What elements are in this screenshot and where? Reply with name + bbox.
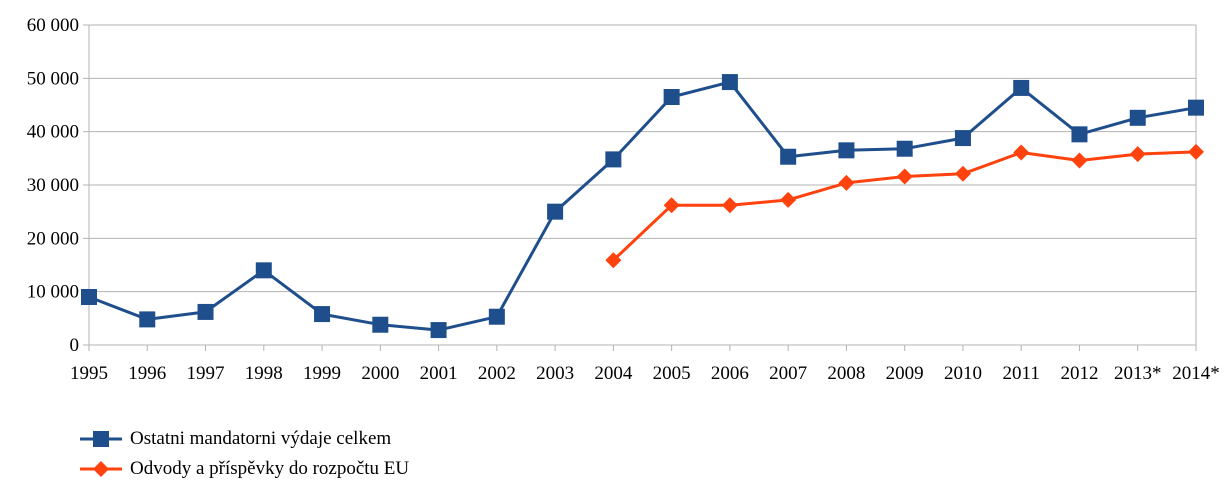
data-point [838, 175, 854, 191]
y-tick-label: 50 000 [27, 68, 79, 89]
data-point [198, 304, 214, 320]
x-tick-label: 2002 [478, 363, 516, 384]
axes [83, 25, 1196, 351]
data-point [780, 149, 796, 165]
data-point [1188, 100, 1204, 116]
data-point [1071, 126, 1087, 142]
series-line-2 [613, 152, 1196, 260]
y-tick-label: 0 [70, 335, 80, 356]
x-tick-label: 1999 [303, 363, 341, 384]
data-point [431, 322, 447, 338]
x-tick-label: 2005 [653, 363, 691, 384]
data-point [605, 151, 621, 167]
legend-item-series-2: Odvody a příspěvky do rozpočtu EU [78, 454, 409, 484]
x-tick-label: 2004 [594, 363, 633, 384]
x-tick-label: 2001 [420, 363, 458, 384]
x-tick-label: 2011 [1003, 363, 1040, 384]
x-axis-tick-labels: 1995 1996 1997 1998 1999 2000 2001 2002 2003 2004… [70, 363, 1220, 384]
data-point [489, 309, 505, 325]
y-axis-tick-labels: 0 10 000 20 000 30 000 40 000 50 000 60 000 [27, 15, 79, 356]
x-tick-label: 2013* [1114, 363, 1162, 384]
y-tick-label: 20 000 [27, 228, 79, 249]
line-chart: 0 10 000 20 000 30 000 40 000 50 000 60 000 19… [0, 0, 1227, 420]
data-point [1130, 146, 1146, 162]
data-point [81, 289, 97, 305]
data-point [547, 204, 563, 220]
y-tick-label: 10 000 [27, 282, 79, 303]
x-tick-label: 2009 [886, 363, 924, 384]
data-point [664, 89, 680, 105]
y-tick-label: 60 000 [27, 15, 79, 36]
data-point [256, 262, 272, 278]
x-tick-label: 2008 [827, 363, 865, 384]
x-tick-label: 1998 [245, 363, 283, 384]
data-point [314, 306, 330, 322]
x-tick-label: 1997 [187, 363, 225, 384]
x-tick-label: 2014* [1172, 363, 1220, 384]
legend-label-series-2: Odvody a příspěvky do rozpočtu EU [130, 458, 409, 480]
legend-item-series-1: Ostatni mandatorni výdaje celkem [78, 424, 409, 454]
y-tick-label: 40 000 [27, 122, 79, 143]
data-point [372, 317, 388, 333]
grid-lines [89, 25, 1196, 345]
legend-key-series-2 [78, 459, 124, 479]
x-tick-label: 2006 [711, 363, 749, 384]
data-point [1013, 80, 1029, 96]
data-point [722, 74, 738, 90]
data-point [1071, 152, 1087, 168]
data-point [139, 311, 155, 327]
legend-label-series-1: Ostatni mandatorni výdaje celkem [130, 428, 391, 450]
x-tick-label: 2010 [944, 363, 982, 384]
x-tick-label: 2012 [1060, 363, 1098, 384]
x-tick-label: 1995 [70, 363, 108, 384]
data-point [780, 192, 796, 208]
data-point [897, 141, 913, 157]
data-point [1013, 144, 1029, 160]
x-tick-label: 1996 [128, 363, 166, 384]
data-point [955, 166, 971, 182]
data-point [897, 168, 913, 184]
y-tick-label: 30 000 [27, 175, 79, 196]
data-point [838, 142, 854, 158]
series-1 [81, 74, 1204, 338]
series-group [81, 74, 1204, 338]
x-tick-label: 2000 [361, 363, 399, 384]
legend: Ostatni mandatorni výdaje celkem Odvody … [78, 424, 409, 484]
x-tick-label: 2007 [769, 363, 807, 384]
series-2 [605, 144, 1204, 268]
data-point [1188, 144, 1204, 160]
x-tick-label: 2003 [536, 363, 574, 384]
data-point [955, 130, 971, 146]
data-point [722, 197, 738, 213]
legend-key-series-1 [78, 429, 124, 449]
series-line-1 [89, 82, 1196, 330]
data-point [1130, 110, 1146, 126]
